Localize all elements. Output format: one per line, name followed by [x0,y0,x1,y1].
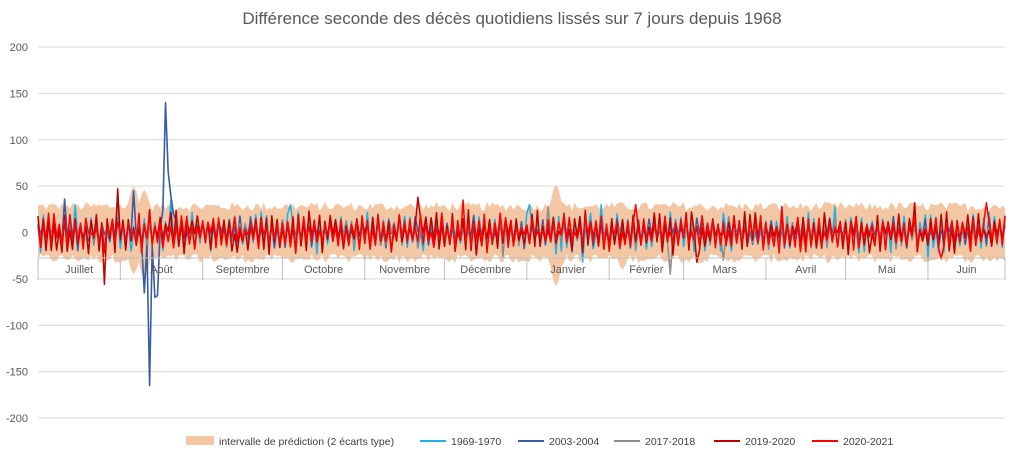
band-area [38,184,1005,287]
month-label: Décembre [460,264,511,276]
series-lines [37,101,1006,387]
legend-label: 2020-2021 [843,436,893,448]
y-axis: 200 150 100 50 0 -50 -100 -150 -200 [6,42,28,425]
series-line-2020-2021 [37,199,1006,260]
y-tick-label: -150 [6,367,28,379]
month-label: Août [150,264,173,276]
legend-swatch-band [186,436,214,445]
x-axis: Juillet Août Septembre Octobre Novembre Décem… [37,257,1006,280]
month-label: Juin [956,264,976,276]
month-label: Avril [795,264,816,276]
month-label: Octobre [304,264,343,276]
y-tick-label: 0 [22,228,28,240]
legend-label: 2003-2004 [549,436,599,448]
y-tick-label: -50 [12,274,28,286]
legend-label: 2017-2018 [645,436,695,448]
series-line-2019-2020 [37,188,1006,286]
y-tick-label: -200 [6,413,28,425]
month-label: Juillet [65,264,93,276]
chart-title: Différence seconde des décès quotidiens … [242,9,781,28]
month-label: Février [629,264,664,276]
month-label: Mars [713,264,738,276]
prediction-band [38,184,1005,287]
legend: intervalle de prédiction (2 écarts type)… [186,436,893,448]
month-label: Novembre [379,264,430,276]
y-tick-label: -100 [6,320,28,332]
legend-label: intervalle de prédiction (2 écarts type) [219,436,394,448]
month-label: Septembre [216,264,270,276]
y-tick-label: 50 [16,181,28,193]
y-tick-label: 100 [10,135,28,147]
month-label: Janvier [550,264,586,276]
month-label: Mai [878,264,896,276]
y-tick-label: 150 [10,88,28,100]
y-tick-label: 200 [10,42,28,54]
legend-label: 1969-1970 [451,436,501,448]
legend-label: 2019-2020 [745,436,795,448]
